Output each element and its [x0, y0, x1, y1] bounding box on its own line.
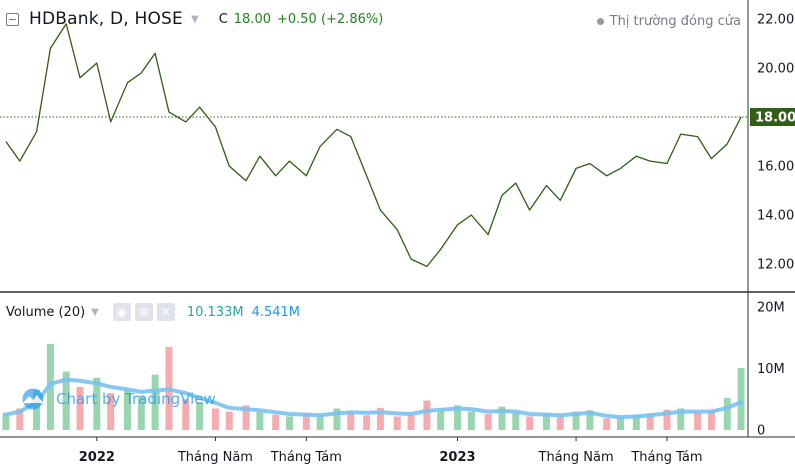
volume-bar: [333, 408, 341, 430]
tradingview-logo-icon: [22, 388, 44, 410]
volume-ma-value: 4.541M: [251, 304, 301, 320]
volume-value: 10.133M: [186, 304, 244, 320]
volume-bar: [76, 386, 84, 430]
market-status[interactable]: Thị trường đóng cửa: [596, 14, 741, 29]
volume-bar: [93, 377, 101, 430]
volume-bar: [62, 371, 70, 430]
volume-tick-label: 20M: [757, 301, 785, 316]
volume-bar: [723, 398, 731, 430]
volume-bar: [225, 411, 233, 430]
volume-bar: [182, 399, 190, 430]
volume-bar: [586, 410, 594, 430]
volume-bar: [196, 402, 204, 430]
price-tick-label: 22.00: [757, 13, 794, 28]
volume-bar: [617, 417, 625, 430]
volume-bar: [646, 413, 654, 430]
volume-bar: [302, 414, 310, 430]
volume-bar: [242, 405, 250, 430]
close-icon[interactable]: ✕: [156, 303, 175, 321]
gear-icon[interactable]: ✲: [134, 303, 153, 321]
chevron-down-icon[interactable]: ▼: [190, 13, 199, 25]
volume-bar: [737, 367, 745, 430]
volume-bar: [453, 405, 461, 430]
volume-bar: [407, 414, 415, 430]
volume-legend: Volume (20) ▼ ◉ ✲ ✕ 10.133M 4.541M: [6, 303, 300, 321]
price-pane: [0, 23, 748, 268]
price-line: [5, 23, 742, 268]
price-tick-label: 16.00: [757, 160, 794, 175]
time-tick-label: 2022: [79, 450, 115, 465]
volume-bar: [376, 407, 384, 430]
volume-bar: [316, 415, 324, 430]
symbol-title[interactable]: HDBank, D, HOSE: [29, 9, 183, 29]
volume-pane: [2, 343, 745, 430]
volume-bar: [603, 418, 611, 430]
time-tick-label: Tháng Tám: [270, 450, 342, 465]
time-tick-label: Tháng Tám: [630, 450, 702, 465]
volume-bar: [286, 416, 294, 430]
volume-bar: [211, 408, 219, 430]
volume-bar: [467, 411, 475, 430]
close-label: C: [218, 11, 228, 27]
volume-bar: [423, 400, 431, 430]
last-price-label: 18.00: [755, 111, 795, 126]
volume-bar: [2, 412, 10, 430]
last-price-badge: [750, 108, 795, 126]
volume-bar: [123, 390, 131, 430]
volume-bar: [272, 414, 280, 430]
price-change: +0.50 (+2.86%): [276, 11, 384, 27]
volume-bar: [512, 412, 520, 430]
volume-bar: [632, 415, 640, 430]
volume-bar: [498, 406, 506, 430]
volume-bar: [677, 408, 685, 430]
collapse-legend-icon[interactable]: [6, 12, 19, 26]
volume-bar: [694, 412, 702, 430]
volume-indicator-title[interactable]: Volume (20): [6, 304, 86, 320]
market-status-label: Thị trường đóng cửa: [609, 14, 741, 29]
volume-bar: [16, 408, 24, 430]
volume-tick-label: 10M: [757, 362, 785, 377]
volume-bar: [707, 410, 715, 430]
volume-bar: [526, 416, 534, 430]
watermark-label: Chart by TradingView: [56, 390, 216, 408]
volume-bar: [347, 411, 355, 430]
volume-ma-line: [3, 377, 744, 420]
volume-tick-label: 0: [757, 424, 765, 439]
volume-bar: [137, 396, 145, 430]
close-value: 18.00: [233, 11, 271, 27]
price-tick-label: 14.00: [757, 209, 794, 224]
volume-bar: [151, 374, 159, 430]
volume-bar: [484, 414, 492, 430]
symbol-legend: HDBank, D, HOSE ▼ C 18.00 +0.50 (+2.86%): [6, 9, 383, 29]
volume-bar: [363, 415, 371, 430]
volume-bar: [556, 415, 564, 430]
volume-bar: [256, 411, 264, 430]
eye-icon[interactable]: ◉: [112, 303, 131, 321]
tradingview-watermark[interactable]: Chart by TradingView: [18, 388, 216, 410]
volume-bar: [663, 409, 671, 430]
price-tick-label: 12.00: [757, 258, 794, 273]
time-tick-label: Tháng Năm: [177, 450, 253, 465]
volume-bar: [437, 411, 445, 430]
time-tick-label: 2023: [439, 450, 475, 465]
time-tick-label: Tháng Năm: [538, 450, 614, 465]
volume-bar: [542, 414, 550, 430]
price-tick-label: 20.00: [757, 62, 794, 77]
volume-bar: [107, 393, 115, 430]
volume-bar: [572, 411, 580, 430]
volume-bar: [33, 390, 41, 430]
market-status-dot-icon: [596, 18, 604, 25]
volume-bar: [393, 416, 401, 430]
chevron-down-icon[interactable]: ▼: [91, 306, 99, 318]
